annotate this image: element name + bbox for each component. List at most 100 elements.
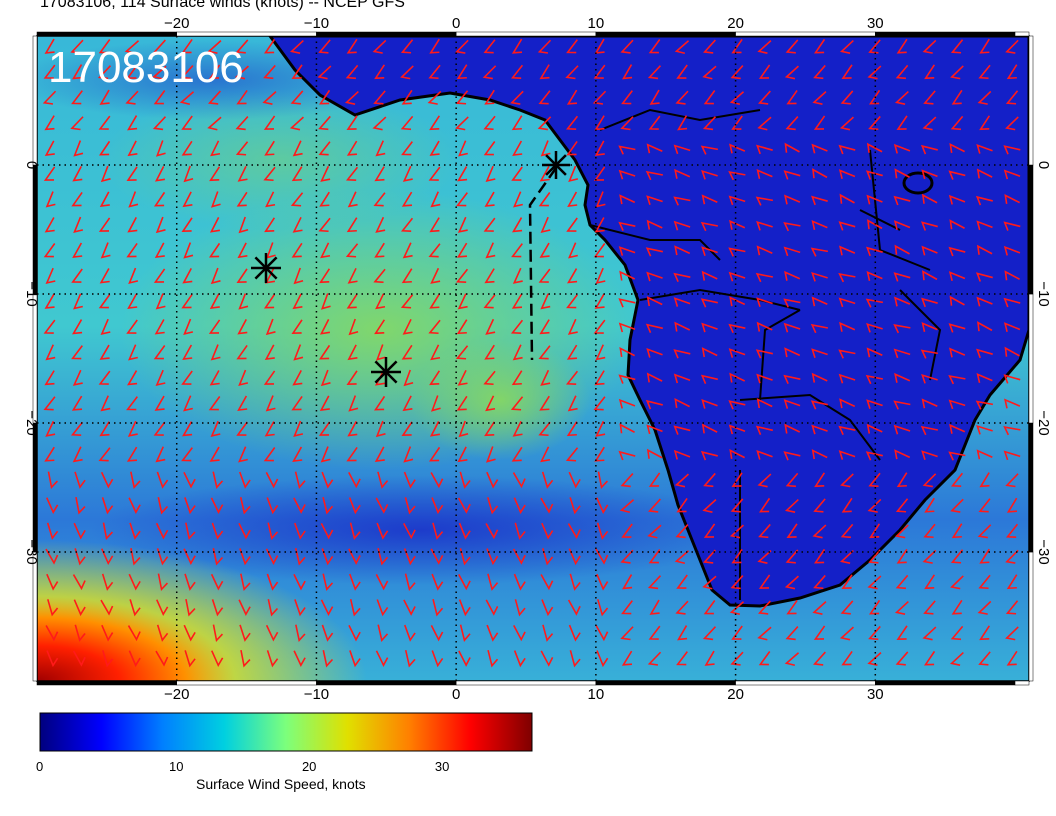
wind-barb	[71, 395, 83, 411]
wind-barb	[372, 39, 387, 54]
wind-barb	[728, 271, 746, 282]
wind-barb	[949, 651, 964, 666]
wind-barb	[156, 624, 169, 642]
wind-barb	[45, 344, 56, 361]
wind-barb	[455, 90, 469, 105]
wind-barb	[649, 89, 660, 105]
wind-barb	[400, 39, 414, 54]
wind-barb	[210, 497, 224, 514]
wind-barb	[428, 243, 441, 258]
wind-barb	[868, 625, 881, 641]
wind-barb	[292, 216, 303, 233]
wind-barb	[318, 115, 331, 131]
wind-barb	[923, 650, 936, 666]
wind-barb	[44, 446, 55, 462]
wind-barb	[786, 599, 798, 615]
wind-barb	[346, 140, 358, 156]
wind-barb	[979, 38, 990, 54]
wind-barb	[43, 396, 56, 411]
wind-barb	[374, 446, 385, 463]
wind-barb	[320, 293, 331, 310]
wind-barb	[128, 497, 141, 514]
wind-barb	[758, 574, 771, 589]
colorbar-tick-label: 30	[434, 759, 450, 774]
wind-barb	[100, 318, 111, 335]
wind-barb	[566, 140, 578, 156]
wind-barb	[646, 195, 663, 205]
wind-barb	[975, 195, 993, 206]
wind-barb	[265, 472, 279, 489]
wind-barb	[402, 395, 413, 412]
wind-barb	[839, 193, 855, 204]
wind-barb	[538, 90, 551, 105]
wind-barb	[179, 91, 195, 106]
wind-barb	[183, 624, 196, 642]
wind-barb	[513, 625, 526, 642]
wind-barb	[593, 64, 606, 79]
wind-barb	[594, 293, 605, 309]
wind-barb	[44, 370, 55, 386]
wind-barb	[783, 246, 801, 257]
wind-barb	[950, 472, 964, 487]
wind-barb	[155, 140, 166, 157]
wind-barb	[319, 191, 330, 207]
wind-barb	[346, 217, 358, 233]
wind-barb	[347, 191, 358, 208]
wind-barb	[430, 344, 441, 361]
wind-barb	[373, 90, 386, 105]
wind-barb	[566, 421, 578, 437]
wind-barb	[594, 140, 605, 157]
wind-barb	[541, 471, 554, 489]
wind-barb	[976, 143, 993, 154]
wind-barb	[785, 626, 799, 641]
wind-barb	[949, 347, 966, 358]
wind-barb	[99, 421, 110, 437]
wind-barb	[264, 217, 276, 233]
axis-band	[455, 680, 597, 686]
wind-barb	[813, 548, 826, 564]
wind-barb	[289, 116, 304, 131]
wind-barb	[839, 39, 854, 54]
wind-barb	[646, 271, 663, 282]
wind-barb	[236, 268, 248, 283]
lat-tick-label-left: 0	[23, 161, 40, 169]
wind-barb	[264, 344, 275, 361]
wind-barb	[239, 497, 251, 515]
wind-barb	[73, 599, 86, 617]
wind-barb	[375, 574, 389, 591]
wind-barb	[951, 599, 963, 615]
wind-barb	[569, 650, 581, 668]
wind-barb	[155, 446, 166, 463]
wind-barb	[895, 574, 909, 590]
wind-barb	[838, 273, 856, 283]
wind-barb	[597, 471, 609, 490]
wind-barb	[403, 548, 416, 566]
wind-barb	[401, 191, 413, 207]
axis-band	[176, 31, 317, 37]
wind-barb	[484, 89, 495, 105]
lat-tick-label-left: −30	[23, 539, 40, 564]
wind-barb	[511, 293, 523, 309]
wind-barb	[484, 191, 495, 207]
asterisk-marker	[251, 253, 281, 283]
wind-barb	[372, 116, 387, 131]
wind-barb	[539, 242, 550, 258]
wind-barb	[756, 297, 773, 307]
wind-barb	[483, 370, 496, 386]
wind-barb	[183, 318, 194, 336]
wind-barb	[154, 319, 165, 335]
wind-barb	[511, 115, 523, 131]
wind-barb	[838, 221, 856, 231]
wind-barb	[894, 168, 910, 179]
wind-barb	[207, 116, 222, 131]
lat-tick-label-left: −10	[23, 281, 40, 306]
wind-barb	[44, 115, 55, 131]
wind-barb	[784, 65, 799, 80]
wind-barb	[510, 319, 524, 334]
wind-barb	[44, 217, 55, 233]
wind-barb	[263, 166, 276, 182]
wind-barb	[893, 400, 911, 410]
wind-barb	[72, 574, 86, 591]
lat-tick-label-right: −30	[1035, 539, 1052, 564]
wind-barb	[568, 242, 578, 259]
